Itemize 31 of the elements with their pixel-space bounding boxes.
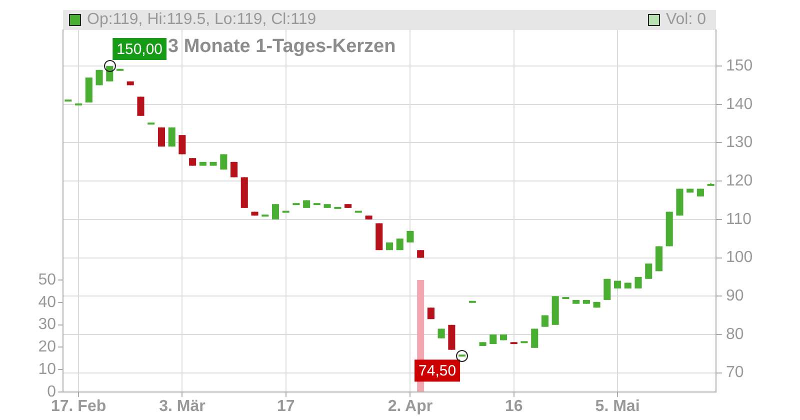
y2-tick-label: 50 xyxy=(38,271,56,288)
x-tick-label: 17 xyxy=(276,398,295,416)
y-tick-label: 100 xyxy=(726,249,753,266)
annotation: 150,00 xyxy=(116,41,163,58)
x-tick-label: 5. Mai xyxy=(595,398,640,416)
y-tick-label: 130 xyxy=(726,134,753,152)
y-tick-label: 90 xyxy=(726,288,744,305)
candlestick xyxy=(634,276,642,289)
y2-tick-label: 40 xyxy=(38,294,56,311)
y-tick-label: 120 xyxy=(726,172,753,190)
text: Vol: 0 xyxy=(666,11,706,29)
y2-tick-label: 20 xyxy=(38,338,56,356)
x-tick-label: 2. Apr xyxy=(388,398,433,416)
annotation: 74,50 xyxy=(418,362,456,380)
candlestick xyxy=(707,182,714,186)
y2-tick-label: 0 xyxy=(47,383,56,400)
x-tick-label: 3. Mär xyxy=(159,398,206,416)
y-tick-label: 110 xyxy=(726,210,752,228)
y2-tick-label: 10 xyxy=(38,361,56,378)
y2-tick-label: 30 xyxy=(38,316,56,334)
y-tick-label: 140 xyxy=(726,96,753,113)
x-tick-label: 16 xyxy=(504,398,523,416)
text: Op:119, Hi:119.5, Lo:119, Cl:119 xyxy=(87,11,316,29)
x-tick-label: 17. Feb xyxy=(50,398,106,416)
chart-title: 3 Monate 1-Tages-Kerzen xyxy=(168,36,396,58)
candlestick xyxy=(137,96,144,116)
y-tick-label: 150 xyxy=(726,57,753,74)
y-tick-label: 70 xyxy=(726,364,744,382)
candlestick xyxy=(365,215,372,220)
candlestick xyxy=(406,230,414,243)
y-tick-label: 80 xyxy=(726,326,744,343)
